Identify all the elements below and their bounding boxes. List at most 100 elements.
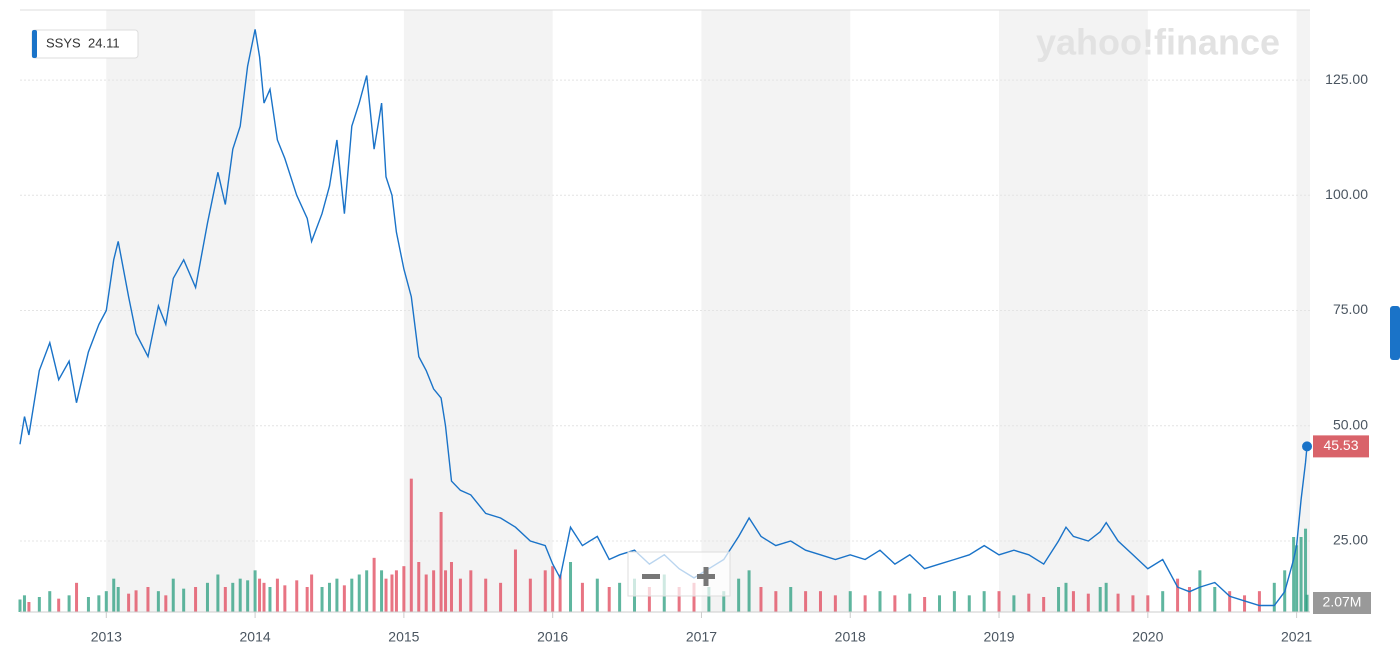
volume-bar <box>967 595 971 612</box>
x-tick-label: 2020 <box>1132 629 1163 645</box>
volume-bar <box>692 582 696 612</box>
volume-bar <box>595 578 599 612</box>
volume-bar <box>677 587 681 612</box>
zoom-in[interactable] <box>697 567 715 586</box>
volume-bar <box>1295 545 1299 612</box>
volume-bar <box>1027 593 1031 612</box>
volume-bar <box>231 582 235 612</box>
volume-bar <box>484 578 488 612</box>
volume-bar <box>878 591 882 612</box>
volume-bar <box>513 549 517 612</box>
x-tick-label: 2014 <box>240 629 271 645</box>
zoom-out[interactable] <box>642 574 660 579</box>
volume-bar <box>580 582 584 612</box>
volume-bar <box>238 578 242 612</box>
volume-bar <box>789 587 793 612</box>
volume-bar <box>146 587 150 612</box>
volume-bar <box>205 582 209 612</box>
volume-bar <box>833 595 837 612</box>
year-band <box>1296 10 1310 612</box>
volume-bar <box>116 587 120 612</box>
volume-bar <box>804 591 808 612</box>
x-tick-label: 2017 <box>686 629 717 645</box>
volume-bar <box>216 574 220 612</box>
last-point <box>1302 441 1313 452</box>
volume-bar <box>923 597 927 612</box>
volume-bar <box>223 587 227 612</box>
volume-bar <box>27 602 31 612</box>
zoom-controls <box>627 551 731 597</box>
volume-bar <box>722 591 726 612</box>
volume-bar <box>156 591 160 612</box>
volume-bar <box>171 578 175 612</box>
volume-bar <box>365 570 369 612</box>
legend-value: 24.11 <box>88 35 120 50</box>
volume-bar <box>57 598 61 612</box>
volume-bar <box>97 595 101 612</box>
volume-bar <box>647 587 651 612</box>
volume-bar <box>818 591 822 612</box>
volume-bar <box>320 587 324 612</box>
volume-bar <box>848 591 852 612</box>
volume-bar <box>1071 591 1075 612</box>
last-price-box <box>1313 435 1369 458</box>
volume-bar <box>18 599 22 612</box>
volume-bar <box>607 587 611 612</box>
volume-bar <box>469 570 473 612</box>
volume-bar <box>432 570 436 612</box>
volume-label-box <box>1313 592 1371 614</box>
volume-bar <box>305 587 309 612</box>
volume-bar <box>952 591 956 612</box>
watermark: yahoo!finance <box>1036 22 1280 63</box>
volume-bar <box>134 590 138 612</box>
volume-bar <box>908 593 912 612</box>
side-tab[interactable] <box>1390 306 1400 360</box>
volume-bar <box>37 597 41 612</box>
x-tick-label: 2015 <box>388 629 419 645</box>
volume-bar <box>262 582 266 612</box>
volume-bar <box>439 512 443 612</box>
volume-bar <box>774 591 778 612</box>
volume-bar <box>1116 593 1120 612</box>
y-tick-label: 100.00 <box>1325 186 1368 202</box>
volume-bar <box>310 574 314 612</box>
legend-swatch <box>32 30 37 58</box>
legend[interactable]: SSYS 24.11 <box>31 29 139 59</box>
x-tick-label: 2018 <box>835 629 866 645</box>
volume-bar <box>253 570 257 612</box>
last-price-label: 45.53 <box>1323 437 1358 453</box>
volume-bar <box>982 591 986 612</box>
volume-bar <box>86 597 90 612</box>
volume-bar <box>384 578 388 612</box>
y-tick-label: 25.00 <box>1333 532 1368 548</box>
volume-bar <box>569 562 573 612</box>
volume-bar <box>1213 587 1217 612</box>
volume-bar <box>499 582 503 612</box>
volume-bar <box>275 578 279 612</box>
volume-bar <box>449 562 453 612</box>
volume-bar <box>67 595 71 612</box>
volume-bar <box>759 587 763 612</box>
volume-bar <box>424 574 428 612</box>
volume-bar <box>1064 582 1068 612</box>
volume-bar <box>342 585 346 612</box>
volume-bar <box>164 595 168 612</box>
volume-bar <box>182 588 186 612</box>
volume-bar <box>1292 537 1296 612</box>
volume-bar <box>372 557 376 612</box>
volume-bar <box>268 587 272 612</box>
price-line <box>19 29 1308 607</box>
volume-bar <box>394 570 398 612</box>
volume-bar <box>543 570 547 612</box>
volume-bar <box>1161 591 1165 612</box>
x-tick-label: 2013 <box>91 629 122 645</box>
volume-bar <box>380 570 384 612</box>
y-tick-label: 50.00 <box>1333 416 1368 432</box>
volume-bar <box>444 570 448 612</box>
volume-bar <box>417 562 421 612</box>
x-tick-label: 2021 <box>1281 629 1312 645</box>
volume-bar <box>1012 595 1016 612</box>
volume-bar <box>104 591 108 612</box>
volume-bar <box>747 570 751 612</box>
volume-bar <box>1198 570 1202 612</box>
